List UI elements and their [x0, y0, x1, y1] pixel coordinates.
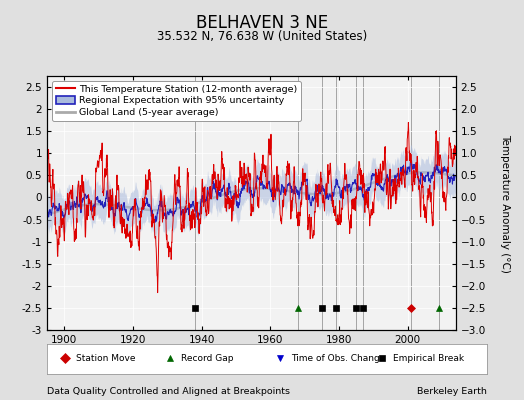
- Text: Station Move: Station Move: [76, 354, 135, 363]
- Text: BELHAVEN 3 NE: BELHAVEN 3 NE: [196, 14, 328, 32]
- Text: Record Gap: Record Gap: [181, 354, 234, 363]
- Text: Empirical Break: Empirical Break: [392, 354, 464, 363]
- Legend: This Temperature Station (12-month average), Regional Expectation with 95% uncer: This Temperature Station (12-month avera…: [52, 81, 301, 121]
- Text: Data Quality Controlled and Aligned at Breakpoints: Data Quality Controlled and Aligned at B…: [47, 387, 290, 396]
- Text: Time of Obs. Change: Time of Obs. Change: [291, 354, 386, 363]
- Text: 35.532 N, 76.638 W (United States): 35.532 N, 76.638 W (United States): [157, 30, 367, 43]
- Y-axis label: Temperature Anomaly (°C): Temperature Anomaly (°C): [500, 134, 510, 272]
- Text: Berkeley Earth: Berkeley Earth: [418, 387, 487, 396]
